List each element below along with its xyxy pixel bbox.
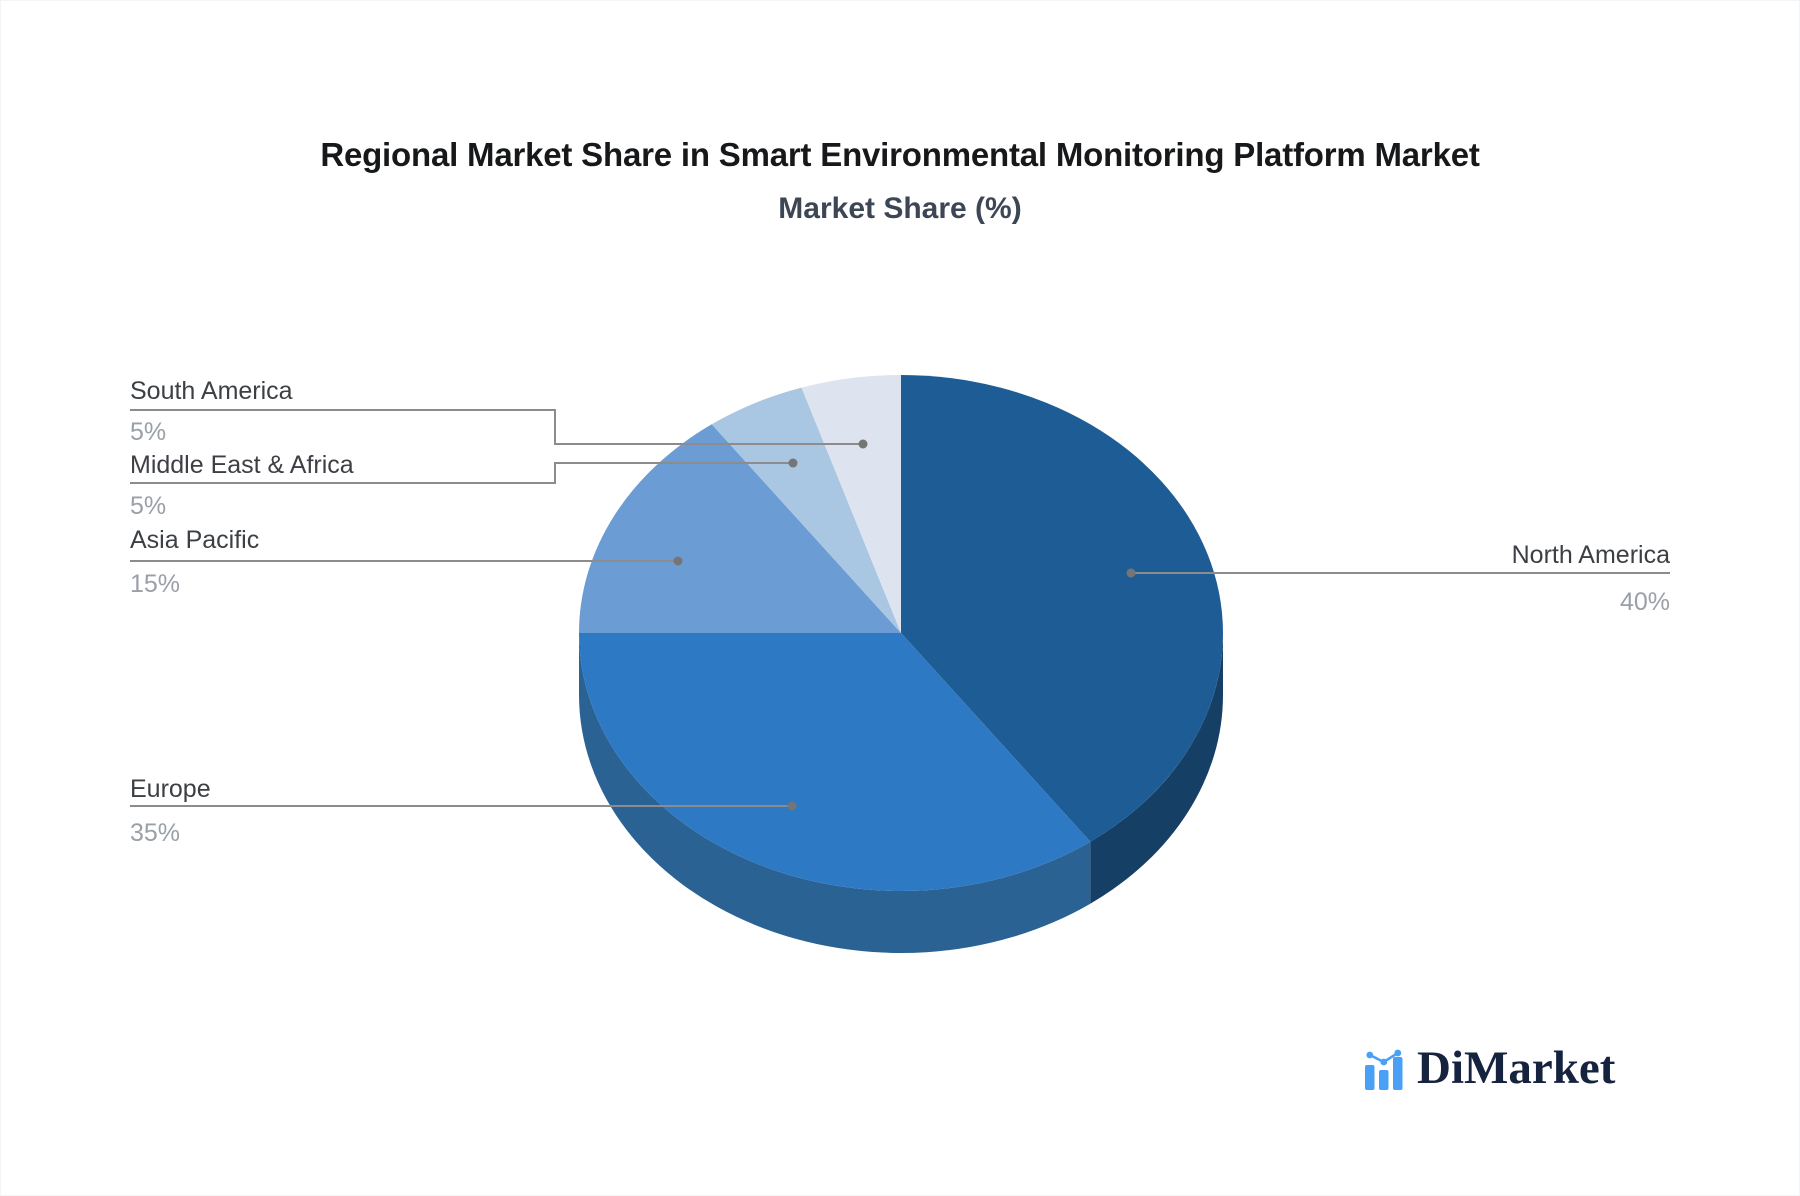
callout-value-europe: 35% <box>130 819 180 847</box>
pie-slice-europe[interactable] <box>579 633 1091 891</box>
brand-logo: DiMarket <box>1363 1040 1615 1092</box>
pie-slice-middle-east-africa[interactable] <box>711 387 901 633</box>
callout-label-asia-pacific: Asia Pacific <box>130 526 259 554</box>
pie-slice-asia-pacific[interactable] <box>579 424 901 633</box>
leader-line-middle-east-africa <box>130 462 793 484</box>
pie-slice-side-europe <box>579 633 1091 953</box>
chart-subtitle: Market Share (%) <box>778 192 1022 225</box>
leader-dot-asia-pacific <box>673 556 683 566</box>
callout-label-north-america: North America <box>1512 541 1670 569</box>
bar-chart-trend-icon <box>1365 1049 1403 1090</box>
callout-value-north-america: 40% <box>1620 588 1670 616</box>
pie-slice-north-america[interactable] <box>901 375 1223 842</box>
pie-slice-south-america[interactable] <box>801 374 902 633</box>
callout-value-asia-pacific: 15% <box>130 570 180 598</box>
callout-label-europe: Europe <box>130 775 211 803</box>
leader-dot-south-america <box>858 439 868 449</box>
leader-dot-north-america <box>1126 568 1136 578</box>
callout-value-middle-east-africa: 5% <box>130 492 166 520</box>
leader-dot-middle-east-africa <box>788 458 798 468</box>
leader-dot-europe <box>787 801 797 811</box>
callout-value-south-america: 5% <box>130 418 166 446</box>
callout-label-south-america: South America <box>130 377 293 405</box>
brand-name: DiMarket <box>1417 1042 1616 1094</box>
leader-line-south-america <box>130 409 863 445</box>
chart-title: Regional Market Share in Smart Environme… <box>320 136 1480 173</box>
callout-label-middle-east-africa: Middle East & Africa <box>130 451 354 479</box>
pie-slice-side-north-america <box>1090 633 1223 904</box>
